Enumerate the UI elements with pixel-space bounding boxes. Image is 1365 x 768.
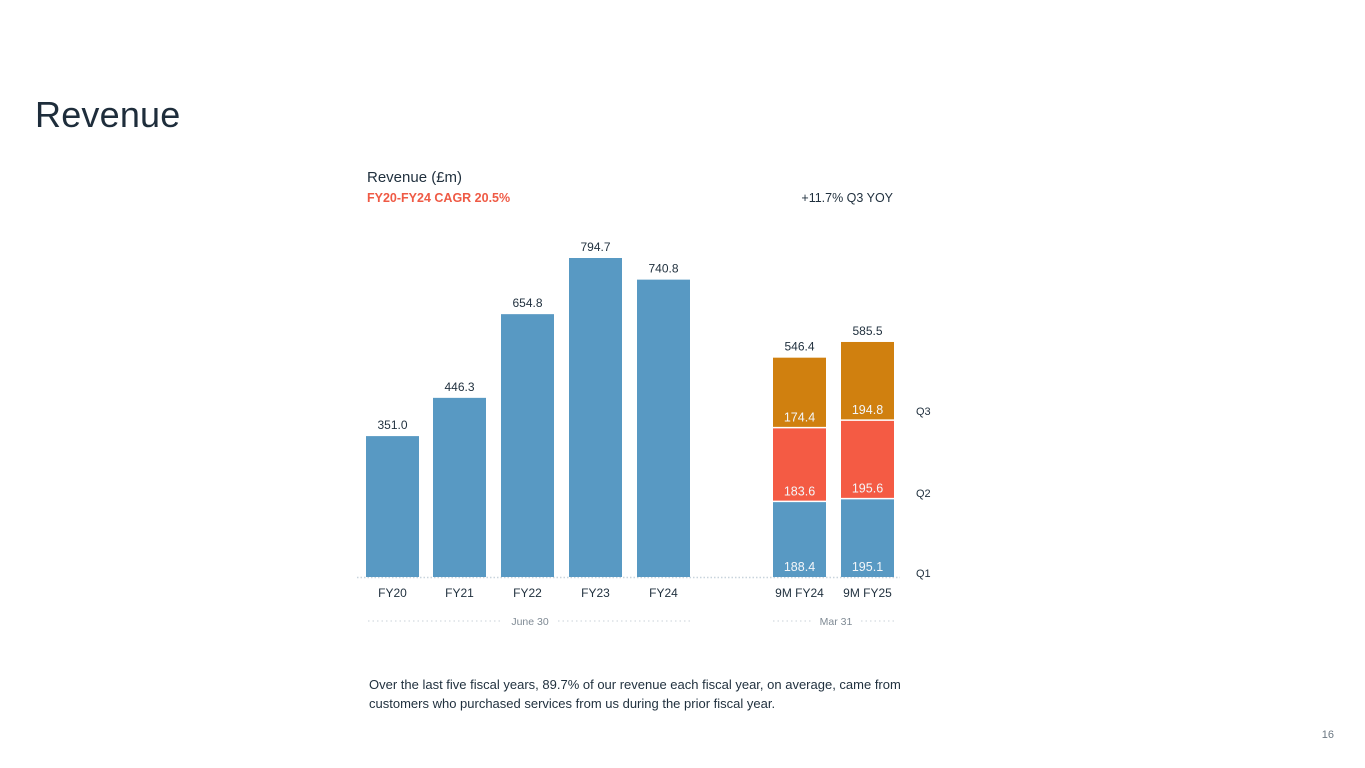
bar-fy24 [637,279,690,577]
segment-9m-fy24-q3 [773,357,826,428]
x-tick-fy20: FY20 [378,586,407,600]
segment-label-9m-fy24-q2: 183.6 [784,484,815,498]
total-label-9m-fy24: 546.4 [784,340,814,354]
page-title: Revenue [35,94,181,135]
legend-q1: Q1 [916,568,931,580]
x-tick-fy21: FY21 [445,586,474,600]
bar-fy21 [433,397,486,577]
segment-label-9m-fy25-q2: 195.6 [852,482,883,496]
bar-label-fy23: 794.7 [580,240,610,254]
bar-label-fy20: 351.0 [377,418,407,432]
segment-9m-fy25-q3 [841,341,894,421]
chart-title: Revenue (£m) [367,169,463,186]
bar-fy20 [366,436,419,577]
x-tick-9m-fy25: 9M FY25 [843,586,892,600]
total-label-9m-fy25: 585.5 [852,324,882,338]
segment-9m-fy24-q1 [773,501,826,577]
x-tick-fy24: FY24 [649,586,678,600]
segment-9m-fy24-q2 [773,427,826,502]
segment-label-9m-fy24-q1: 188.4 [784,560,815,574]
footnote: Over the last five fiscal years, 89.7% o… [369,677,901,711]
legend-q2: Q2 [916,488,931,500]
segment-label-9m-fy25-q3: 194.8 [852,403,883,417]
segment-label-9m-fy24-q3: 174.4 [784,411,815,425]
bar-label-fy22: 654.8 [512,296,542,310]
cagr-subtitle: FY20-FY24 CAGR 20.5% [367,191,511,205]
x-tick-9m-fy24: 9M FY24 [775,586,824,600]
segment-label-9m-fy25-q1: 195.1 [852,560,883,574]
yoy-annotation: +11.7% Q3 YOY [801,191,893,205]
group-june30-label: June 30 [511,616,549,628]
segment-9m-fy25-q2 [841,420,894,499]
x-tick-fy22: FY22 [513,586,542,600]
bar-label-fy21: 446.3 [444,380,474,394]
x-tick-fy23: FY23 [581,586,610,600]
legend-q3: Q3 [916,406,931,418]
segment-9m-fy25-q1 [841,498,894,577]
bar-fy23 [569,258,622,577]
bar-fy22 [501,314,554,577]
page-number: 16 [1321,729,1334,741]
group-mar31-label: Mar 31 [820,616,853,628]
bar-label-fy24: 740.8 [648,262,678,276]
